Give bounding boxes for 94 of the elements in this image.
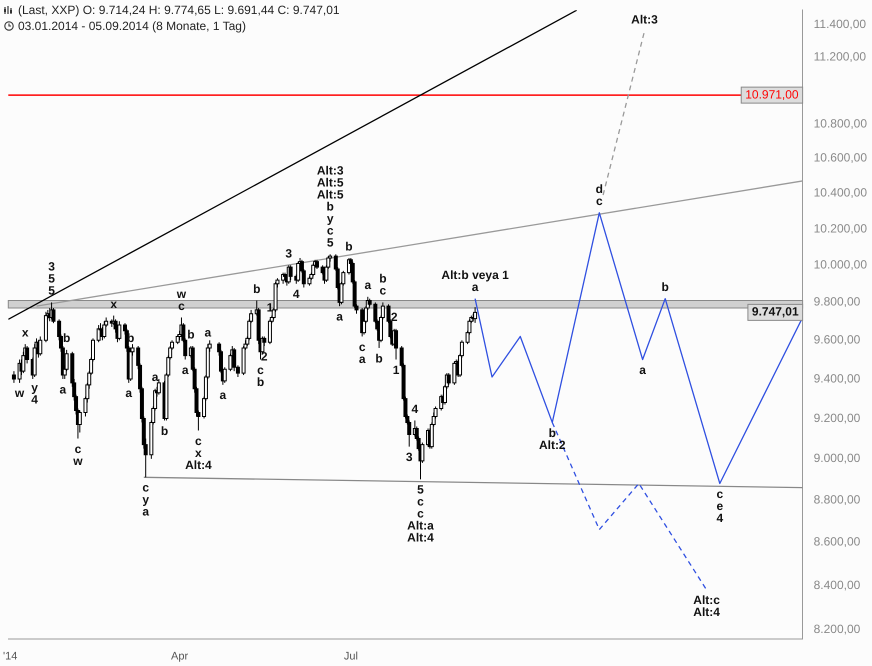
annotation: 9.747,01 <box>752 304 799 319</box>
annotation: 4 <box>716 510 724 525</box>
y-tick-label: 10.000,00 <box>814 258 868 272</box>
annotation: 4 <box>292 287 300 302</box>
annotation: b <box>253 282 260 296</box>
annotation: c <box>358 340 366 354</box>
annotation: Alt:4 <box>185 458 212 472</box>
y-tick-label: 11.400,00 <box>814 16 866 31</box>
annotation: 5 <box>326 236 334 250</box>
y-tick-label: 8.400,00 <box>814 578 861 592</box>
y-tick-label: 10.400,00 <box>814 186 868 200</box>
annotation: y <box>142 492 150 507</box>
annotation: b <box>662 280 669 294</box>
annotation: 1 <box>392 362 400 377</box>
annotation: c <box>596 194 603 208</box>
annotation: c <box>257 362 264 377</box>
annotation: e <box>716 498 724 513</box>
annotation: 5 <box>417 482 424 497</box>
y-tick-label: 9.400,00 <box>814 371 861 386</box>
annotation: w <box>176 286 187 301</box>
y-tick-label: 11.200,00 <box>814 49 866 64</box>
annotation: b <box>187 327 195 342</box>
annotation: a <box>204 325 212 340</box>
annotation: w <box>14 386 25 400</box>
annotation: b <box>160 424 168 438</box>
annotation: b <box>62 331 70 346</box>
annotation: x <box>110 296 118 311</box>
annotation: a <box>182 362 189 377</box>
annotation: y <box>326 212 334 226</box>
annotation: x <box>22 325 29 340</box>
annotation: a <box>639 362 646 377</box>
annotation: a <box>220 388 227 402</box>
annotation: Alt:5 <box>316 176 344 190</box>
annotation: a <box>142 504 150 519</box>
annotation: Alt:a <box>407 518 434 533</box>
annotation: d <box>596 182 603 196</box>
y-tick-label: 10.200,00 <box>814 221 868 236</box>
annotation: c <box>380 284 387 298</box>
text: 03.01.2014 - 05.09.2014 (8 Monate, 1 Tag) <box>18 19 246 33</box>
annotation: b <box>375 351 383 366</box>
annotation: Alt:3 <box>316 164 344 178</box>
annotation: a <box>336 309 344 324</box>
annotation: Alt:b veya 1 <box>441 268 510 282</box>
annotation: Alt:4 <box>407 530 434 545</box>
annotation: 5 <box>48 284 56 298</box>
annotation: Alt:2 <box>538 438 566 452</box>
annotation: c <box>417 506 424 521</box>
y-tick-label: 9.600,00 <box>814 332 861 347</box>
annotation: c <box>142 480 150 495</box>
annotation: b <box>379 272 387 286</box>
x-tick-label: Jul <box>344 650 358 662</box>
annotation: c <box>74 442 82 456</box>
annotation: 3 <box>285 246 292 261</box>
annotation: 3 <box>406 450 413 464</box>
y-tick-label: 8.800,00 <box>814 492 861 506</box>
chart-title: (Last, XXP) O: 9.714,24 H: 9.774,65 L: 9.691,44 C: 9.747,01 <box>18 3 340 17</box>
annotation: Alt:5 <box>316 188 344 202</box>
annotation: 4 <box>412 402 419 416</box>
annotation: 1 <box>266 300 274 315</box>
annotation: 2 <box>390 310 398 324</box>
annotation: b <box>548 426 556 440</box>
x-tick-label: '14 <box>2 650 18 662</box>
annotation: b <box>256 374 264 389</box>
annotation: Alt:c <box>693 593 720 608</box>
annotation: c <box>326 224 334 238</box>
x-tick-label: Apr <box>171 650 188 662</box>
y-tick-label: 8.600,00 <box>814 534 861 549</box>
annotation: 3 <box>48 260 56 274</box>
annotation: 2 <box>260 349 268 364</box>
annotation: a <box>358 352 366 366</box>
y-tick-label: 10.600,00 <box>814 150 868 165</box>
annotation: a <box>60 382 67 396</box>
annotation: c <box>417 494 424 509</box>
annotation: y <box>31 380 38 394</box>
annotation: a <box>152 370 159 384</box>
annotation: w <box>72 454 84 468</box>
annotation: c <box>195 434 202 448</box>
annotation: Alt:3 <box>631 12 658 26</box>
y-tick-label: 9.800,00 <box>814 294 861 309</box>
annotation: a <box>125 386 132 400</box>
annotation: 5 <box>48 272 56 286</box>
annotation: c <box>716 486 724 501</box>
y-tick-label: 9.000,00 <box>814 451 861 466</box>
y-tick-label: 9.200,00 <box>814 410 861 425</box>
y-tick-label: 10.800,00 <box>814 116 868 130</box>
annotation: x <box>195 446 202 460</box>
annotation: a <box>472 280 479 294</box>
annotation: b <box>326 200 334 214</box>
y-tick-label: 8.200,00 <box>814 622 861 636</box>
annotation: a <box>364 278 372 292</box>
ref-line-label: 10.971,00 <box>745 87 799 102</box>
annotation: b <box>345 239 353 254</box>
annotation: Alt:4 <box>693 605 720 620</box>
annotation: c <box>178 298 186 313</box>
